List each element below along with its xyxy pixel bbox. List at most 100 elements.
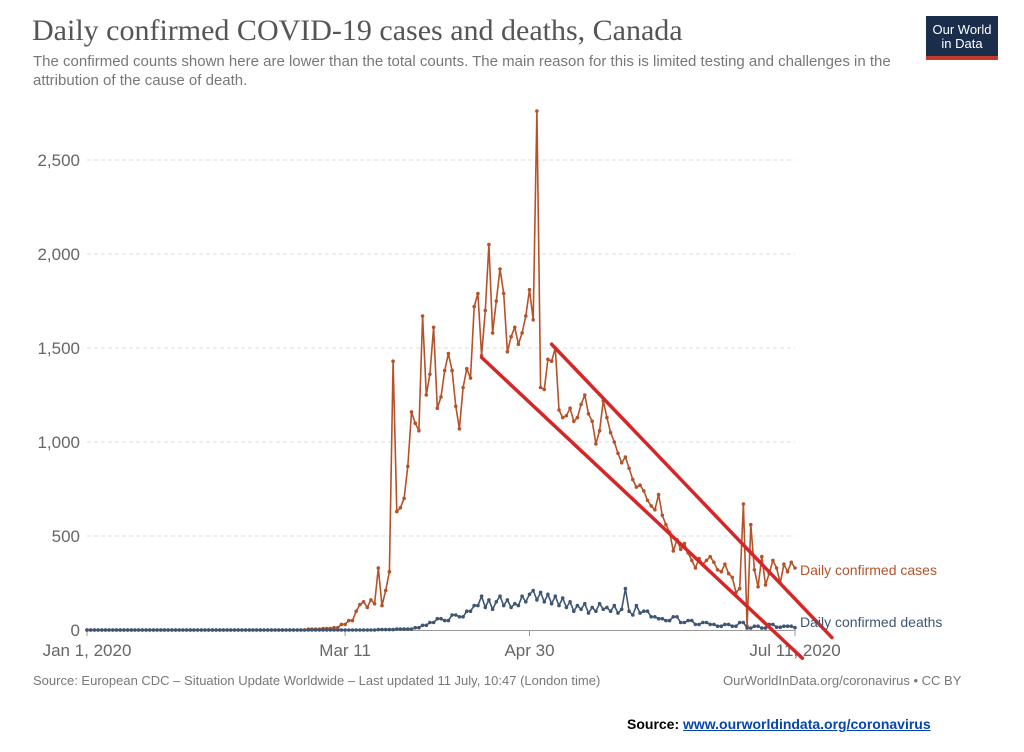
data-point (553, 594, 558, 598)
data-point (557, 408, 561, 412)
data-point (745, 626, 749, 630)
data-point (535, 109, 539, 113)
y-tick-label: 2,000 (37, 245, 80, 264)
data-point (734, 624, 738, 628)
data-point (693, 566, 698, 570)
data-point (656, 616, 661, 621)
data-point (151, 628, 156, 632)
data-point (608, 609, 613, 613)
data-point (111, 628, 115, 632)
data-point (583, 601, 587, 606)
data-point (247, 628, 252, 632)
data-point (752, 624, 757, 628)
legend-label-deaths: Daily confirmed deaths (800, 614, 942, 630)
data-point (785, 624, 790, 628)
data-point (383, 588, 388, 593)
data-point (575, 415, 580, 420)
data-point (413, 421, 418, 426)
data-point (361, 628, 366, 632)
data-point (88, 628, 93, 632)
data-point (376, 627, 381, 632)
data-point (177, 628, 181, 632)
data-point (760, 554, 764, 559)
data-point (428, 372, 432, 377)
data-point (483, 605, 488, 610)
trend-channel-line (479, 355, 805, 660)
data-point (682, 620, 687, 625)
owid-logo[interactable]: Our World in Data (926, 16, 998, 60)
data-point (546, 592, 550, 597)
data-point (140, 628, 145, 632)
data-point (793, 625, 797, 630)
data-point (590, 605, 594, 610)
data-point (465, 366, 469, 371)
data-point (782, 562, 786, 566)
data-point (218, 628, 222, 632)
data-point (490, 331, 495, 335)
data-point (446, 618, 451, 623)
gridlines (87, 159, 795, 537)
data-point (549, 601, 554, 606)
data-point (583, 393, 587, 397)
data-point (395, 627, 399, 631)
data-point (752, 568, 757, 572)
data-point (594, 442, 598, 446)
data-point (406, 464, 410, 469)
data-point (501, 603, 506, 608)
data-point (601, 607, 606, 612)
data-point (619, 460, 624, 465)
data-point (741, 502, 746, 506)
data-point (365, 628, 370, 632)
data-point (306, 628, 311, 632)
data-point (560, 415, 565, 420)
data-point (387, 569, 392, 574)
data-point (114, 628, 119, 632)
data-point (542, 387, 547, 392)
data-point (147, 628, 152, 632)
data-point (509, 605, 513, 610)
data-point (774, 566, 779, 570)
data-point (771, 622, 775, 627)
data-point (291, 628, 296, 632)
data-point (369, 598, 373, 602)
data-point (258, 628, 263, 632)
data-point (162, 628, 167, 632)
data-point (719, 624, 724, 628)
data-point (468, 376, 473, 380)
trend-channel-line (549, 342, 834, 640)
data-point (365, 605, 370, 610)
source-link[interactable]: www.ourworldindata.org/coronavirus (683, 716, 931, 732)
x-axis: Jan 1, 2020 Mar 11 Apr 30 Jul 11, 2020 (43, 630, 841, 660)
data-point (295, 628, 300, 632)
data-point (712, 622, 716, 627)
data-point (579, 402, 583, 407)
data-point (726, 571, 731, 576)
data-point (749, 522, 753, 527)
data-point (284, 628, 288, 632)
data-point (328, 628, 333, 632)
data-point (494, 299, 499, 303)
data-point (678, 620, 683, 625)
data-point (251, 628, 255, 632)
data-point (240, 628, 244, 632)
data-point (638, 483, 642, 488)
data-point (656, 492, 661, 497)
y-tick-label: 500 (52, 527, 80, 546)
data-point (642, 609, 646, 613)
data-point (487, 598, 491, 602)
data-point (358, 628, 362, 632)
data-point (708, 622, 712, 627)
data-point (627, 609, 631, 613)
data-point (321, 628, 325, 632)
data-point (372, 601, 377, 606)
data-point (612, 603, 617, 608)
data-point (133, 628, 137, 632)
data-point (741, 620, 746, 625)
data-point (376, 566, 381, 570)
data-point (450, 613, 454, 617)
data-point (756, 624, 760, 628)
data-point (546, 357, 550, 362)
data-point (85, 628, 89, 632)
data-point (159, 628, 163, 632)
